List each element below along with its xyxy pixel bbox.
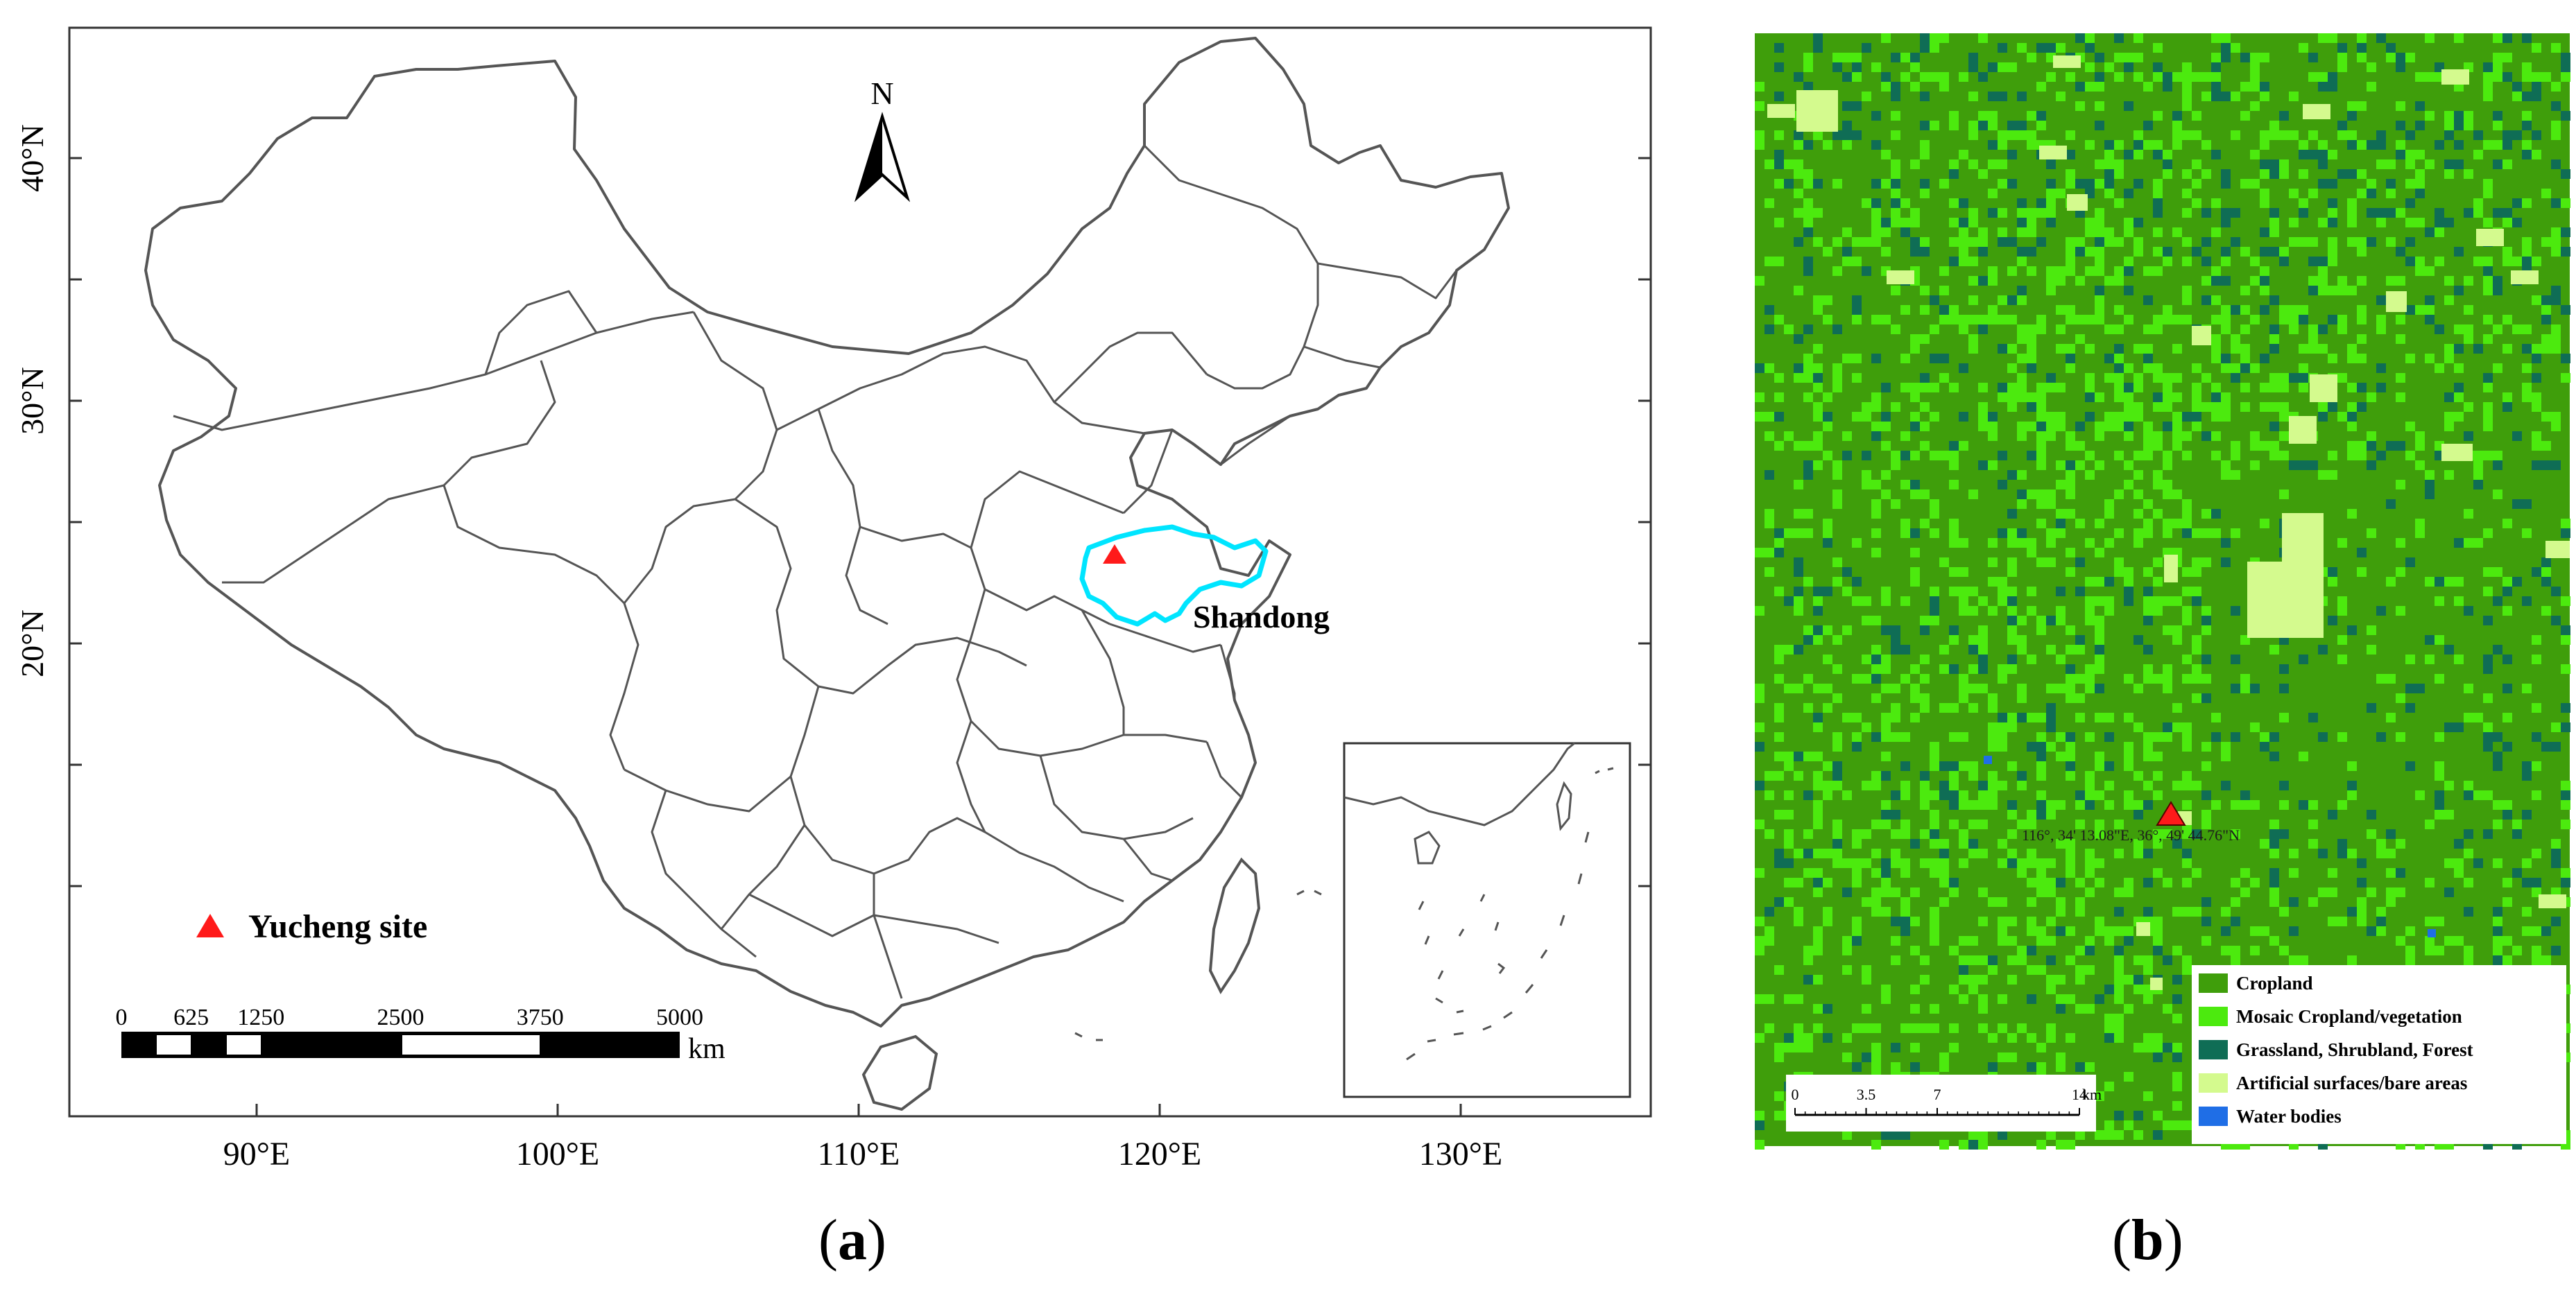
longitude-label: 110°E — [818, 1136, 900, 1172]
caption-a: (a) — [818, 1208, 886, 1272]
site-marker-b — [2156, 801, 2186, 826]
legend-swatch — [2199, 1107, 2228, 1126]
longitude-ticks — [255, 1104, 1462, 1116]
china-map-svg: Shandong N Yucheng site 0 625 1250 2500 3750… — [15, 26, 1652, 1172]
north-arrow: N — [854, 76, 911, 202]
caption-b: (b) — [2112, 1208, 2183, 1272]
legend-swatch — [2199, 1073, 2228, 1093]
scale-bar-a-ticks: 0 625 1250 2500 3750 5000 — [116, 1005, 704, 1030]
scale-bar-a-unit: km — [688, 1033, 725, 1065]
shandong-label: Shandong — [1193, 599, 1330, 634]
legend-swatch — [2199, 973, 2228, 993]
legend-label: Grassland, Shrubland, Forest — [2236, 1039, 2473, 1060]
longitude-label: 90°E — [223, 1136, 291, 1172]
latitude-label: 20°N — [15, 609, 50, 677]
scale-bar-a-tick: 2500 — [377, 1005, 424, 1030]
legend-swatch — [2199, 1040, 2228, 1059]
scale-bar-b: 0 3.5 7 14 km — [1786, 1075, 2102, 1132]
latitude-labels: 40°N 30°N 20°N — [15, 124, 50, 677]
legend-label: Mosaic Cropland/vegetation — [2236, 1006, 2462, 1027]
site-legend-label: Yucheng site — [248, 908, 427, 945]
hainan-island — [861, 1034, 938, 1111]
scale-bar-b-unit: km — [2082, 1086, 2102, 1103]
scale-bar-b-ticks: 0 3.5 7 14 — [1792, 1086, 2087, 1115]
province-boundaries — [173, 144, 1458, 999]
china-location-map: Shandong N Yucheng site 0 625 1250 2500 3750… — [15, 26, 1652, 1172]
longitude-label: 120°E — [1118, 1136, 1202, 1172]
scale-bar-b-tick: 0 — [1792, 1086, 1799, 1103]
legend-label: Artificial surfaces/bare areas — [2236, 1073, 2467, 1093]
taiwan-island — [1208, 857, 1261, 994]
scale-bar-b-tick: 14 — [2072, 1086, 2087, 1103]
small-islands — [1074, 890, 1322, 1041]
scale-bar-a-tick: 5000 — [656, 1005, 703, 1030]
land-cover-cells — [1755, 33, 2570, 1150]
scale-bar-a-tick: 0 — [116, 1005, 128, 1030]
scale-bar-a: 0 625 1250 2500 3750 5000 km — [116, 1005, 726, 1065]
site-legend-triangle-icon — [196, 914, 224, 937]
north-label: N — [870, 76, 893, 111]
scale-bar-b-tick: 3.5 — [1857, 1086, 1876, 1103]
longitude-labels: 90°E 100°E 110°E 120°E 130°E — [223, 1136, 1503, 1172]
land-cover-legend: Cropland Mosaic Cropland/vegetation Grassl… — [2192, 965, 2566, 1144]
yucheng-site-marker — [1103, 544, 1126, 564]
legend-swatch — [2199, 1007, 2228, 1026]
scale-bar-a-tick: 1250 — [237, 1005, 284, 1030]
china-outline — [144, 37, 1510, 1028]
latitude-label: 30°N — [15, 367, 50, 435]
longitude-label: 100°E — [516, 1136, 600, 1172]
shandong-province-outline — [1079, 524, 1269, 627]
site-legend: Yucheng site — [196, 908, 427, 945]
latitude-label: 40°N — [15, 124, 50, 192]
latitude-ticks — [69, 157, 1651, 887]
legend-label: Water bodies — [2236, 1106, 2342, 1127]
longitude-label: 130°E — [1419, 1136, 1503, 1172]
scale-bar-a-tick: 3750 — [517, 1005, 564, 1030]
land-cover-map: 116°, 34' 13.08"E, 36°, 49' 44.76"N 0 3.5… — [1748, 28, 2573, 1165]
land-cover-svg: 116°, 34' 13.08"E, 36°, 49' 44.76"N 0 3.5… — [1755, 33, 2570, 1150]
site-coordinates-label: 116°, 34' 13.08"E, 36°, 49' 44.76"N — [2022, 826, 2240, 844]
scale-bar-b-tick: 7 — [1934, 1086, 1941, 1103]
scale-bar-a-tick: 625 — [173, 1005, 209, 1030]
legend-label: Cropland — [2236, 973, 2313, 994]
south-china-sea-inset — [1343, 742, 1631, 1098]
